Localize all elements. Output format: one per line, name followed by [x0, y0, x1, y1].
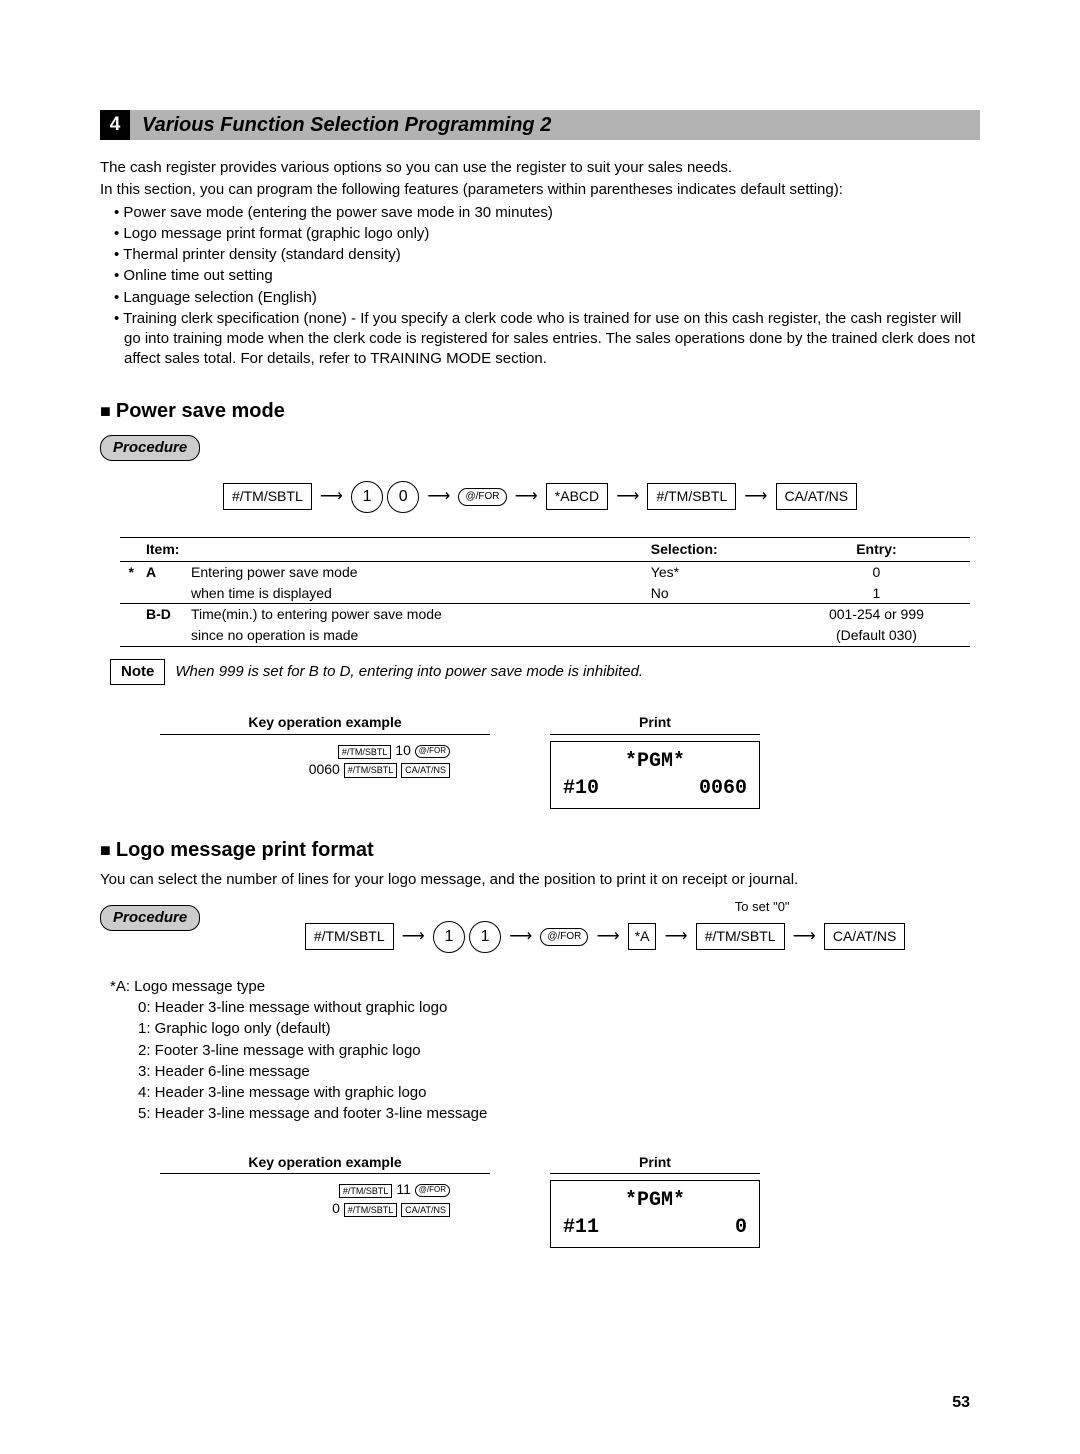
- key-for: @/FOR: [540, 928, 588, 946]
- intro-p1: The cash register provides various optio…: [100, 158, 980, 178]
- param-a: *A: [628, 923, 657, 950]
- feature-item: Thermal printer density (standard densit…: [114, 245, 980, 265]
- table-row: since no operation is made (Default 030): [120, 625, 970, 646]
- th-item: Item:: [140, 537, 645, 561]
- section-header: 4 Various Function Selection Programming…: [100, 110, 980, 140]
- key-tmsbtl: #/TM/SBTL: [647, 483, 736, 510]
- print-line2b: 0: [735, 1214, 747, 1241]
- print-line2a: #11: [563, 1214, 599, 1241]
- procedure-badge: Procedure: [100, 435, 200, 461]
- digit-0: 0: [387, 481, 419, 513]
- param-abcd: *ABCD: [546, 483, 608, 510]
- key-tmsbtl: #/TM/SBTL: [344, 1203, 398, 1217]
- arrow-icon: ⟶: [515, 486, 538, 508]
- keyop-prefix: 0: [332, 1200, 340, 1216]
- logo-title: Logo message print format: [100, 837, 980, 864]
- type-item: 1: Graphic logo only (default): [138, 1019, 980, 1039]
- type-item: 0: Header 3-line message without graphic…: [138, 998, 980, 1018]
- power-save-flow: #/TM/SBTL ⟶ 1 0 ⟶ @/FOR ⟶ *ABCD ⟶ #/TM/S…: [100, 481, 980, 513]
- print-column: Print *PGM* #11 0: [550, 1153, 760, 1249]
- page-number: 53: [952, 1392, 970, 1414]
- note-text: When 999 is set for B to D, entering int…: [175, 662, 643, 682]
- keyop-header: Key operation example: [160, 1153, 490, 1175]
- arrow-icon: ⟶: [427, 486, 450, 508]
- feature-list: Power save mode (entering the power save…: [100, 203, 980, 370]
- intro-p2: In this section, you can program the fol…: [100, 180, 980, 200]
- feature-item: Online time out setting: [114, 266, 980, 286]
- toset-label: To set "0": [735, 899, 790, 914]
- key-tmsbtl: #/TM/SBTL: [344, 763, 398, 777]
- example-row: Key operation example #/TM/SBTL 10 @/FOR…: [160, 713, 980, 809]
- logo-types: *A: Logo message type 0: Header 3-line m…: [110, 977, 980, 1125]
- procedure-badge: Procedure: [100, 905, 200, 931]
- digit-1: 1: [469, 921, 501, 953]
- section-number: 4: [100, 110, 130, 140]
- type-item: 5: Header 3-line message and footer 3-li…: [138, 1104, 980, 1124]
- intro-block: The cash register provides various optio…: [100, 158, 980, 370]
- key-caatns: CA/AT/NS: [401, 763, 450, 777]
- keyop-prefix: 0060: [309, 761, 340, 777]
- print-line1: *PGM*: [563, 1187, 747, 1214]
- feature-item: Training clerk specification (none) - If…: [114, 309, 980, 370]
- keyop-num: 11: [396, 1181, 411, 1197]
- type-item: 3: Header 6-line message: [138, 1062, 980, 1082]
- type-item: 2: Footer 3-line message with graphic lo…: [138, 1041, 980, 1061]
- arrow-icon: ⟶: [744, 486, 767, 508]
- feature-item: Logo message print format (graphic logo …: [114, 224, 980, 244]
- note-label: Note: [110, 659, 165, 685]
- keyop-lines: #/TM/SBTL 10 @/FOR 0060 #/TM/SBTL CA/AT/…: [160, 741, 490, 779]
- keyop-num: 10: [395, 742, 411, 758]
- digit-1: 1: [351, 481, 383, 513]
- print-header: Print: [550, 713, 760, 735]
- arrow-icon: ⟶: [320, 486, 343, 508]
- th-selection: Selection:: [645, 537, 783, 561]
- print-line2b: 0060: [699, 775, 747, 802]
- key-for: @/FOR: [415, 745, 450, 758]
- arrow-icon: ⟶: [616, 486, 639, 508]
- arrow-icon: ⟶: [597, 926, 620, 948]
- key-tmsbtl: #/TM/SBTL: [338, 745, 392, 759]
- table-row: * A Entering power save mode Yes* 0: [120, 561, 970, 582]
- type-item: 4: Header 3-line message with graphic lo…: [138, 1083, 980, 1103]
- arrow-icon: ⟶: [402, 926, 425, 948]
- power-save-title: Power save mode: [100, 398, 980, 425]
- arrow-icon: ⟶: [665, 926, 688, 948]
- print-column: Print *PGM* #10 0060: [550, 713, 760, 809]
- print-line1: *PGM*: [563, 748, 747, 775]
- key-tmsbtl: #/TM/SBTL: [305, 923, 394, 950]
- key-caatns: CA/AT/NS: [776, 483, 858, 510]
- options-table: Item: Selection: Entry: * A Entering pow…: [120, 537, 970, 647]
- keyop-lines: #/TM/SBTL 11 @/FOR 0 #/TM/SBTL CA/AT/NS: [160, 1180, 490, 1218]
- table-row: B-D Time(min.) to entering power save mo…: [120, 604, 970, 625]
- key-caatns: CA/AT/NS: [824, 923, 906, 950]
- th-entry: Entry:: [783, 537, 970, 561]
- feature-item: Power save mode (entering the power save…: [114, 203, 980, 223]
- digit-1: 1: [433, 921, 465, 953]
- types-label: *A: Logo message type: [110, 977, 980, 997]
- logo-desc: You can select the number of lines for y…: [100, 870, 980, 890]
- keyop-column: Key operation example #/TM/SBTL 11 @/FOR…: [160, 1153, 490, 1249]
- print-line2a: #10: [563, 775, 599, 802]
- key-caatns: CA/AT/NS: [401, 1203, 450, 1217]
- key-for: @/FOR: [458, 488, 506, 506]
- note-row: Note When 999 is set for B to D, enterin…: [110, 659, 980, 685]
- logo-flow: To set "0" #/TM/SBTL ⟶ 1 1 ⟶ @/FOR ⟶ *A …: [230, 901, 980, 953]
- key-for: @/FOR: [415, 1184, 450, 1197]
- example-row: Key operation example #/TM/SBTL 11 @/FOR…: [160, 1153, 980, 1249]
- arrow-icon: ⟶: [793, 926, 816, 948]
- feature-item: Language selection (English): [114, 288, 980, 308]
- print-header: Print: [550, 1153, 760, 1175]
- print-panel: *PGM* #10 0060: [550, 741, 760, 809]
- keyop-column: Key operation example #/TM/SBTL 10 @/FOR…: [160, 713, 490, 809]
- keyop-header: Key operation example: [160, 713, 490, 735]
- table-row: when time is displayed No 1: [120, 583, 970, 604]
- section-title: Various Function Selection Programming 2: [142, 112, 551, 139]
- key-tmsbtl: #/TM/SBTL: [339, 1184, 393, 1198]
- arrow-icon: ⟶: [509, 926, 532, 948]
- key-tmsbtl: #/TM/SBTL: [696, 923, 785, 950]
- print-panel: *PGM* #11 0: [550, 1180, 760, 1248]
- key-tmsbtl: #/TM/SBTL: [223, 483, 312, 510]
